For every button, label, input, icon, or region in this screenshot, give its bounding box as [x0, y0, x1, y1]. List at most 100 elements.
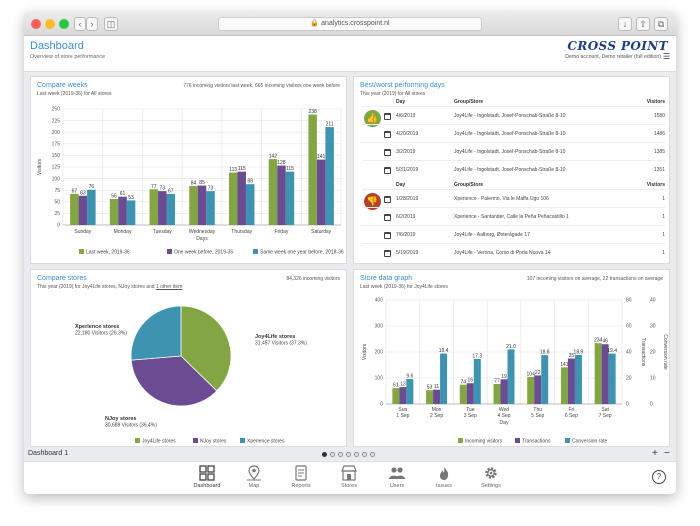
bar — [197, 185, 207, 225]
page-dot-6[interactable] — [362, 452, 367, 457]
dashboard-pager-bar: Dashboard 1 + − — [24, 448, 676, 461]
y-right2-tick-label: 20 — [650, 350, 656, 356]
nav-label: Issues — [436, 483, 452, 489]
best-row[interactable]: 3/2/2019 Joy4Life - Ingolstadt, Josef-Pon… — [362, 142, 665, 160]
account-label[interactable]: Demo account, Demo retailer (full editio… — [565, 54, 661, 60]
back-button[interactable]: ‹ — [74, 17, 86, 31]
bar — [406, 379, 414, 404]
data-label: 73 — [208, 186, 214, 192]
best-col-visitors: Visitors — [646, 99, 665, 105]
legend-label: Incoming visitors — [465, 439, 503, 445]
bar — [118, 196, 127, 225]
slice-name-label: Joy4Life stores — [255, 334, 295, 340]
worst-row[interactable]: 5/19/2019 Joy4Life - Verona, Corso di Por… — [362, 243, 665, 261]
nav-stores[interactable]: Stores — [329, 465, 369, 489]
url-text: analytics.crosspoint.nl — [321, 20, 390, 27]
nav-issues[interactable]: Issues — [424, 465, 464, 489]
slice-value-label: 30,689 Visitors (36.4%) — [105, 423, 157, 429]
add-dashboard-button[interactable]: + — [652, 448, 658, 459]
close-window-button[interactable] — [31, 19, 41, 29]
tabs-icon[interactable]: ⧉ — [654, 17, 668, 31]
x-tick-label: Tue — [466, 407, 475, 413]
row-visitors: 1 — [662, 196, 665, 202]
bar — [268, 159, 278, 225]
nav-label: Map — [248, 483, 260, 489]
remove-dashboard-button[interactable]: − — [664, 448, 670, 459]
data-label: 61 — [120, 191, 126, 197]
minimize-window-button[interactable] — [45, 19, 55, 29]
legend-label: Transactions — [522, 439, 551, 445]
best-row[interactable]: 4/20/2019 Joy4Life - Ingolstadt, Josef-Po… — [362, 124, 665, 142]
bar — [507, 349, 515, 404]
x-tick-sublabel: 4 Sep — [497, 413, 510, 419]
slice-value-label: 22,180 Visitors (26.3%) — [75, 331, 127, 337]
data-label: 13 — [400, 382, 406, 388]
page-dot-3[interactable] — [338, 452, 343, 457]
nav-label: Settings — [481, 483, 501, 489]
hamburger-menu-icon[interactable]: ☰ — [662, 52, 670, 61]
help-icon[interactable]: ? — [652, 470, 666, 484]
page-dot-4[interactable] — [346, 452, 351, 457]
row-store: Joy4Life - Ingolstadt, Josef-Ponschab-St… — [454, 149, 566, 155]
calendar-icon — [384, 250, 391, 257]
worst-row[interactable]: 1/28/2019 Xperience - Palermo, Via le Maf… — [362, 189, 665, 207]
row-store: Xperience - Santander, Calle la Peña Peñ… — [454, 214, 569, 220]
legend-label: One week before, 2019-35 — [174, 250, 233, 256]
maximize-window-button[interactable] — [59, 19, 69, 29]
nav-settings[interactable]: Settings — [471, 465, 511, 489]
bar — [308, 114, 317, 225]
x-tick-label: Wednesday — [189, 229, 216, 235]
other-item-link[interactable]: 1 other item — [155, 284, 183, 290]
nav-dashboard[interactable]: Dashboard — [187, 465, 227, 489]
browser-window: ‹ › ◫ 🔒 analytics.crosspoint.nl ↓ ⇧ ⧉ Da… — [24, 12, 676, 494]
download-icon[interactable]: ↓ — [618, 17, 632, 31]
page-dot-1[interactable] — [322, 452, 327, 457]
data-label: 141 — [317, 154, 326, 160]
y-right1-tick-label: 80 — [626, 298, 632, 304]
nav-users[interactable]: Users — [377, 465, 417, 489]
dashboard-name[interactable]: Dashboard 1 — [28, 450, 69, 457]
nav-map[interactable]: Map — [234, 465, 274, 489]
brand-logo: CROSS POINT — [567, 39, 668, 53]
bar — [87, 189, 96, 225]
x-tick-sublabel: 1 Sep — [396, 413, 409, 419]
bottom-nav: Dashboard Map Reports Stores Users Issue… — [24, 461, 676, 494]
data-label: 73 — [160, 186, 166, 192]
bar — [440, 353, 448, 404]
y-tick-label: 200 — [375, 350, 384, 356]
legend-swatch — [79, 249, 84, 254]
y-axis-label: Visitors — [362, 343, 368, 360]
legend-label: Same week one year before, 2018-36 — [260, 250, 344, 256]
worst-row[interactable]: 6/2/2019 Xperience - Santander, Calle la … — [362, 207, 665, 225]
data-label: 77 — [151, 184, 157, 190]
x-tick-label: Thu — [533, 407, 542, 413]
page-dot-5[interactable] — [354, 452, 359, 457]
nav-reports[interactable]: Reports — [281, 465, 321, 489]
y-right1-tick-label: 60 — [626, 324, 632, 330]
sidebar-toggle-icon[interactable]: ◫ — [104, 17, 118, 31]
slice-value-label: 31,457 Visitors (37.3%) — [255, 341, 307, 347]
url-bar[interactable]: 🔒 analytics.crosspoint.nl — [218, 17, 482, 31]
bar — [325, 127, 334, 225]
worst-row[interactable]: 7/6/2019 Joy4Life - Aalborg, Østerågade 1… — [362, 225, 665, 243]
data-label: 211 — [326, 122, 334, 128]
y-right1-tick-label: 0 — [626, 402, 629, 408]
x-tick-label: Monday — [114, 229, 132, 235]
gear-icon — [485, 467, 497, 479]
forward-button[interactable]: › — [86, 17, 98, 31]
data-label: 238 — [308, 109, 317, 115]
best-worst-title: Best/worst performing days — [360, 82, 445, 89]
page-dot-7[interactable] — [370, 452, 375, 457]
best-row[interactable]: 5/31/2019 Joy4Life - Ingolstadt, Josef-Po… — [362, 160, 665, 178]
data-label: 18.9 — [574, 349, 584, 355]
data-label: 85 — [199, 180, 205, 186]
store-data-graph-panel: Store data graph Last week (2019-36) for… — [353, 269, 670, 447]
slice-name-label: NJoy stores — [105, 416, 137, 422]
x-tick-label: Saturday — [311, 229, 332, 235]
document-icon — [295, 465, 307, 481]
bar — [567, 358, 575, 404]
page-dot-2[interactable] — [330, 452, 335, 457]
share-icon[interactable]: ⇧ — [636, 17, 650, 31]
best-row[interactable]: 4/6/2019 Joy4Life - Ingolstadt, Josef-Pon… — [362, 106, 665, 124]
y-tick-label: 300 — [375, 324, 384, 330]
